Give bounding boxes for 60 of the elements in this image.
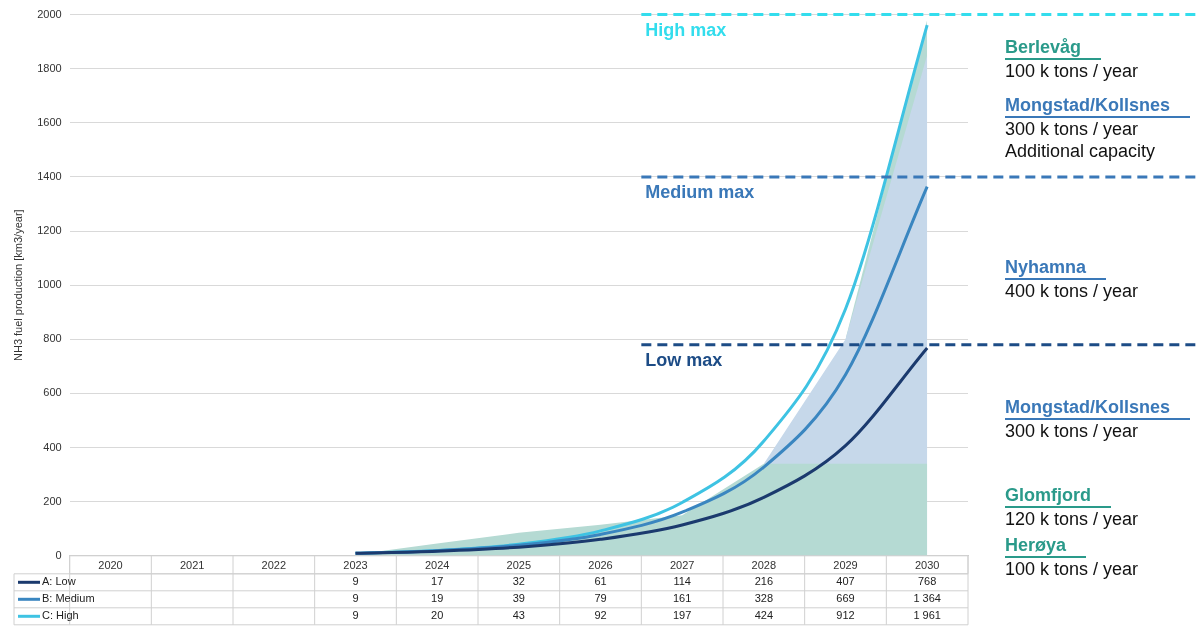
data-label: 424 [754, 609, 774, 622]
data-label: 197 [672, 609, 692, 622]
data-label: 912 [836, 609, 855, 622]
x-tick-label: 2024 [424, 559, 450, 572]
text: Berlevåg 100 k tons / year [1005, 36, 1139, 82]
y-tick-label: 2000 [37, 7, 62, 20]
text: Glomfjord 120 k tons / year [1005, 484, 1139, 530]
text: Mongstad/Kollsnes 300 k tons / year Additional capacity [1005, 94, 1171, 162]
ref-line-label: Low max [645, 349, 723, 370]
legend-label: C: High [42, 609, 79, 622]
y-tick-label: 600 [43, 386, 62, 399]
data-label: 79 [594, 592, 607, 605]
y-axis-title: NH3 fuel production [km3/year] [11, 209, 24, 362]
data-label: 216 [754, 575, 774, 588]
y-tick-label: 1200 [37, 224, 62, 237]
data-label: 43 [512, 609, 525, 622]
data-label: 768 [917, 575, 937, 588]
x-tick-label: 2028 [751, 559, 777, 572]
data-label: 407 [836, 575, 855, 588]
data-label: 9 [352, 609, 359, 622]
y-tick-label: 200 [43, 494, 62, 507]
data-label: 92 [594, 609, 607, 622]
text: Mongstad/Kollsnes 300 k tons / year [1005, 396, 1171, 442]
x-tick-label: 2025 [506, 559, 532, 572]
y-tick-label: 1600 [37, 115, 62, 128]
x-tick-label: 2021 [179, 559, 205, 572]
y-tick-label: 1800 [37, 61, 62, 74]
ref-line-label: High max [645, 19, 727, 40]
x-tick-label: 2022 [261, 559, 287, 572]
x-tick-label: 2030 [914, 559, 940, 572]
x-tick-label: 2029 [833, 559, 858, 572]
data-label: 161 [672, 592, 692, 605]
data-label: 328 [754, 592, 774, 605]
y-tick-label: 1400 [37, 169, 62, 182]
legend-label: A: Low [42, 575, 76, 588]
text: Nyhamna 400 k tons / year [1005, 256, 1139, 302]
x-tick-label: 2020 [98, 559, 123, 572]
data-label: 9 [352, 575, 359, 588]
data-label: 19 [431, 592, 444, 605]
text: Herøya 100 k tons / year [1005, 534, 1139, 580]
y-tick-label: 400 [43, 440, 62, 453]
data-label: 114 [673, 575, 691, 588]
data-label: 9 [352, 592, 359, 605]
y-tick-label: 800 [43, 332, 62, 345]
x-tick-label: 2023 [343, 559, 368, 572]
data-label: 1 961 [913, 609, 941, 622]
x-tick-label: 2026 [588, 559, 613, 572]
legend-label: B: Medium [42, 592, 95, 605]
data-label: 39 [512, 592, 525, 605]
data-label: 32 [512, 575, 525, 588]
y-tick-label: 0 [55, 548, 62, 561]
data-label: 669 [836, 592, 855, 605]
data-label: 20 [431, 609, 444, 622]
data-label: 61 [594, 575, 607, 588]
data-label: 17 [431, 575, 444, 588]
ref-line-label: Medium max [645, 181, 755, 202]
data-label: 1 364 [913, 592, 941, 605]
y-tick-label: 1000 [37, 278, 62, 291]
line-series [354, 346, 929, 555]
x-tick-label: 2027 [669, 559, 695, 572]
